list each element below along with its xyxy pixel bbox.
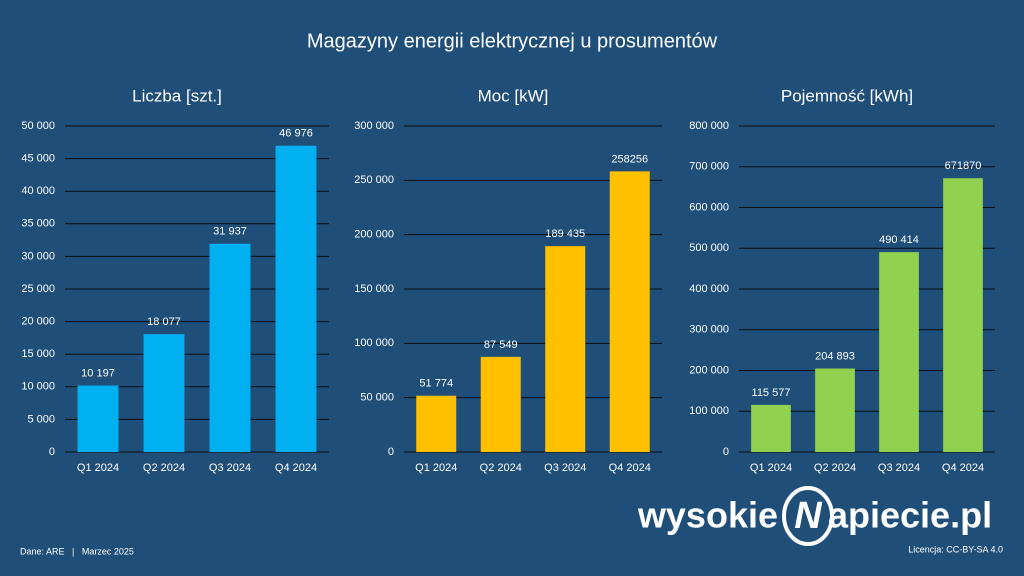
bar [609, 171, 650, 452]
x-tick-label: Q2 2024 [814, 462, 856, 474]
y-tick-label: 250 000 [354, 174, 394, 186]
data-label: 258256 [611, 153, 648, 165]
x-tick-label: Q2 2024 [480, 462, 522, 474]
x-tick-label: Q1 2024 [750, 462, 792, 474]
y-tick-label: 10 000 [21, 381, 55, 393]
y-tick-label: 600 000 [689, 201, 729, 213]
y-tick-label: 30 000 [21, 250, 55, 262]
y-tick-label: 5 000 [27, 413, 55, 425]
y-tick-label: 15 000 [21, 348, 55, 360]
bar [416, 395, 457, 452]
y-tick-label: 700 000 [689, 161, 729, 173]
x-tick-label: Q4 2024 [942, 462, 984, 474]
y-tick-label: 40 000 [21, 185, 55, 197]
x-tick-label: Q4 2024 [275, 462, 317, 474]
y-tick-label: 0 [388, 446, 394, 458]
y-tick-label: 25 000 [21, 283, 55, 295]
x-tick-label: Q1 2024 [77, 462, 119, 474]
y-tick-label: 500 000 [689, 242, 729, 254]
y-tick-label: 100 000 [689, 405, 729, 417]
x-tick-label: Q2 2024 [143, 462, 185, 474]
y-tick-label: 800 000 [689, 120, 729, 132]
y-tick-label: 200 000 [689, 364, 729, 376]
data-label: 18 077 [147, 316, 181, 328]
x-tick-label: Q4 2024 [609, 462, 651, 474]
y-tick-label: 150 000 [354, 283, 394, 295]
footer-license: Licencja: CC-BY-SA 4.0 [908, 544, 1003, 554]
subplot-title: Moc [kW] [478, 86, 549, 105]
data-label: 46 976 [279, 128, 313, 140]
y-tick-label: 400 000 [689, 283, 729, 295]
bar [480, 356, 521, 452]
x-tick-label: Q1 2024 [415, 462, 457, 474]
y-tick-label: 45 000 [21, 153, 55, 165]
footer-source: Dane: ARE | Marzec 2025 [20, 546, 134, 556]
subplot-title: Liczba [szt.] [132, 86, 222, 105]
y-tick-label: 50 000 [360, 392, 394, 404]
bar [209, 243, 251, 452]
y-tick-label: 100 000 [354, 337, 394, 349]
data-label: 671870 [945, 160, 982, 172]
y-tick-label: 20 000 [21, 316, 55, 328]
bar [879, 252, 919, 452]
y-tick-label: 0 [49, 446, 55, 458]
data-label: 490 414 [879, 234, 919, 246]
bar [143, 334, 185, 452]
x-tick-label: Q3 2024 [209, 462, 251, 474]
x-tick-label: Q3 2024 [544, 462, 586, 474]
data-label: 204 893 [815, 350, 855, 362]
y-tick-label: 0 [723, 446, 729, 458]
bar [943, 178, 983, 452]
logo-right: apiecie.pl [828, 495, 992, 536]
y-tick-label: 300 000 [689, 324, 729, 336]
bar [275, 145, 317, 452]
x-tick-label: Q3 2024 [878, 462, 920, 474]
data-label: 87 549 [484, 339, 518, 351]
logo-ring [782, 486, 834, 546]
y-tick-label: 300 000 [354, 120, 394, 132]
y-tick-label: 35 000 [21, 218, 55, 230]
chart-title: Magazyny energii elektrycznej u prosumen… [307, 30, 718, 52]
logo-left: wysokie [637, 495, 778, 536]
data-label: 10 197 [81, 367, 115, 379]
data-label: 51 774 [419, 378, 453, 390]
logo-mark: N [794, 495, 823, 537]
bar [77, 385, 119, 452]
bar [545, 246, 586, 452]
logo: wysokie N apiecie.pl [637, 486, 992, 546]
y-tick-label: 50 000 [21, 120, 55, 132]
data-label: 189 435 [545, 228, 585, 240]
data-label: 31 937 [213, 226, 247, 238]
subplot-title: Pojemność [kWh] [781, 86, 913, 105]
bar [751, 404, 791, 452]
bar [815, 368, 855, 452]
y-tick-label: 200 000 [354, 229, 394, 241]
data-label: 115 577 [752, 387, 791, 399]
